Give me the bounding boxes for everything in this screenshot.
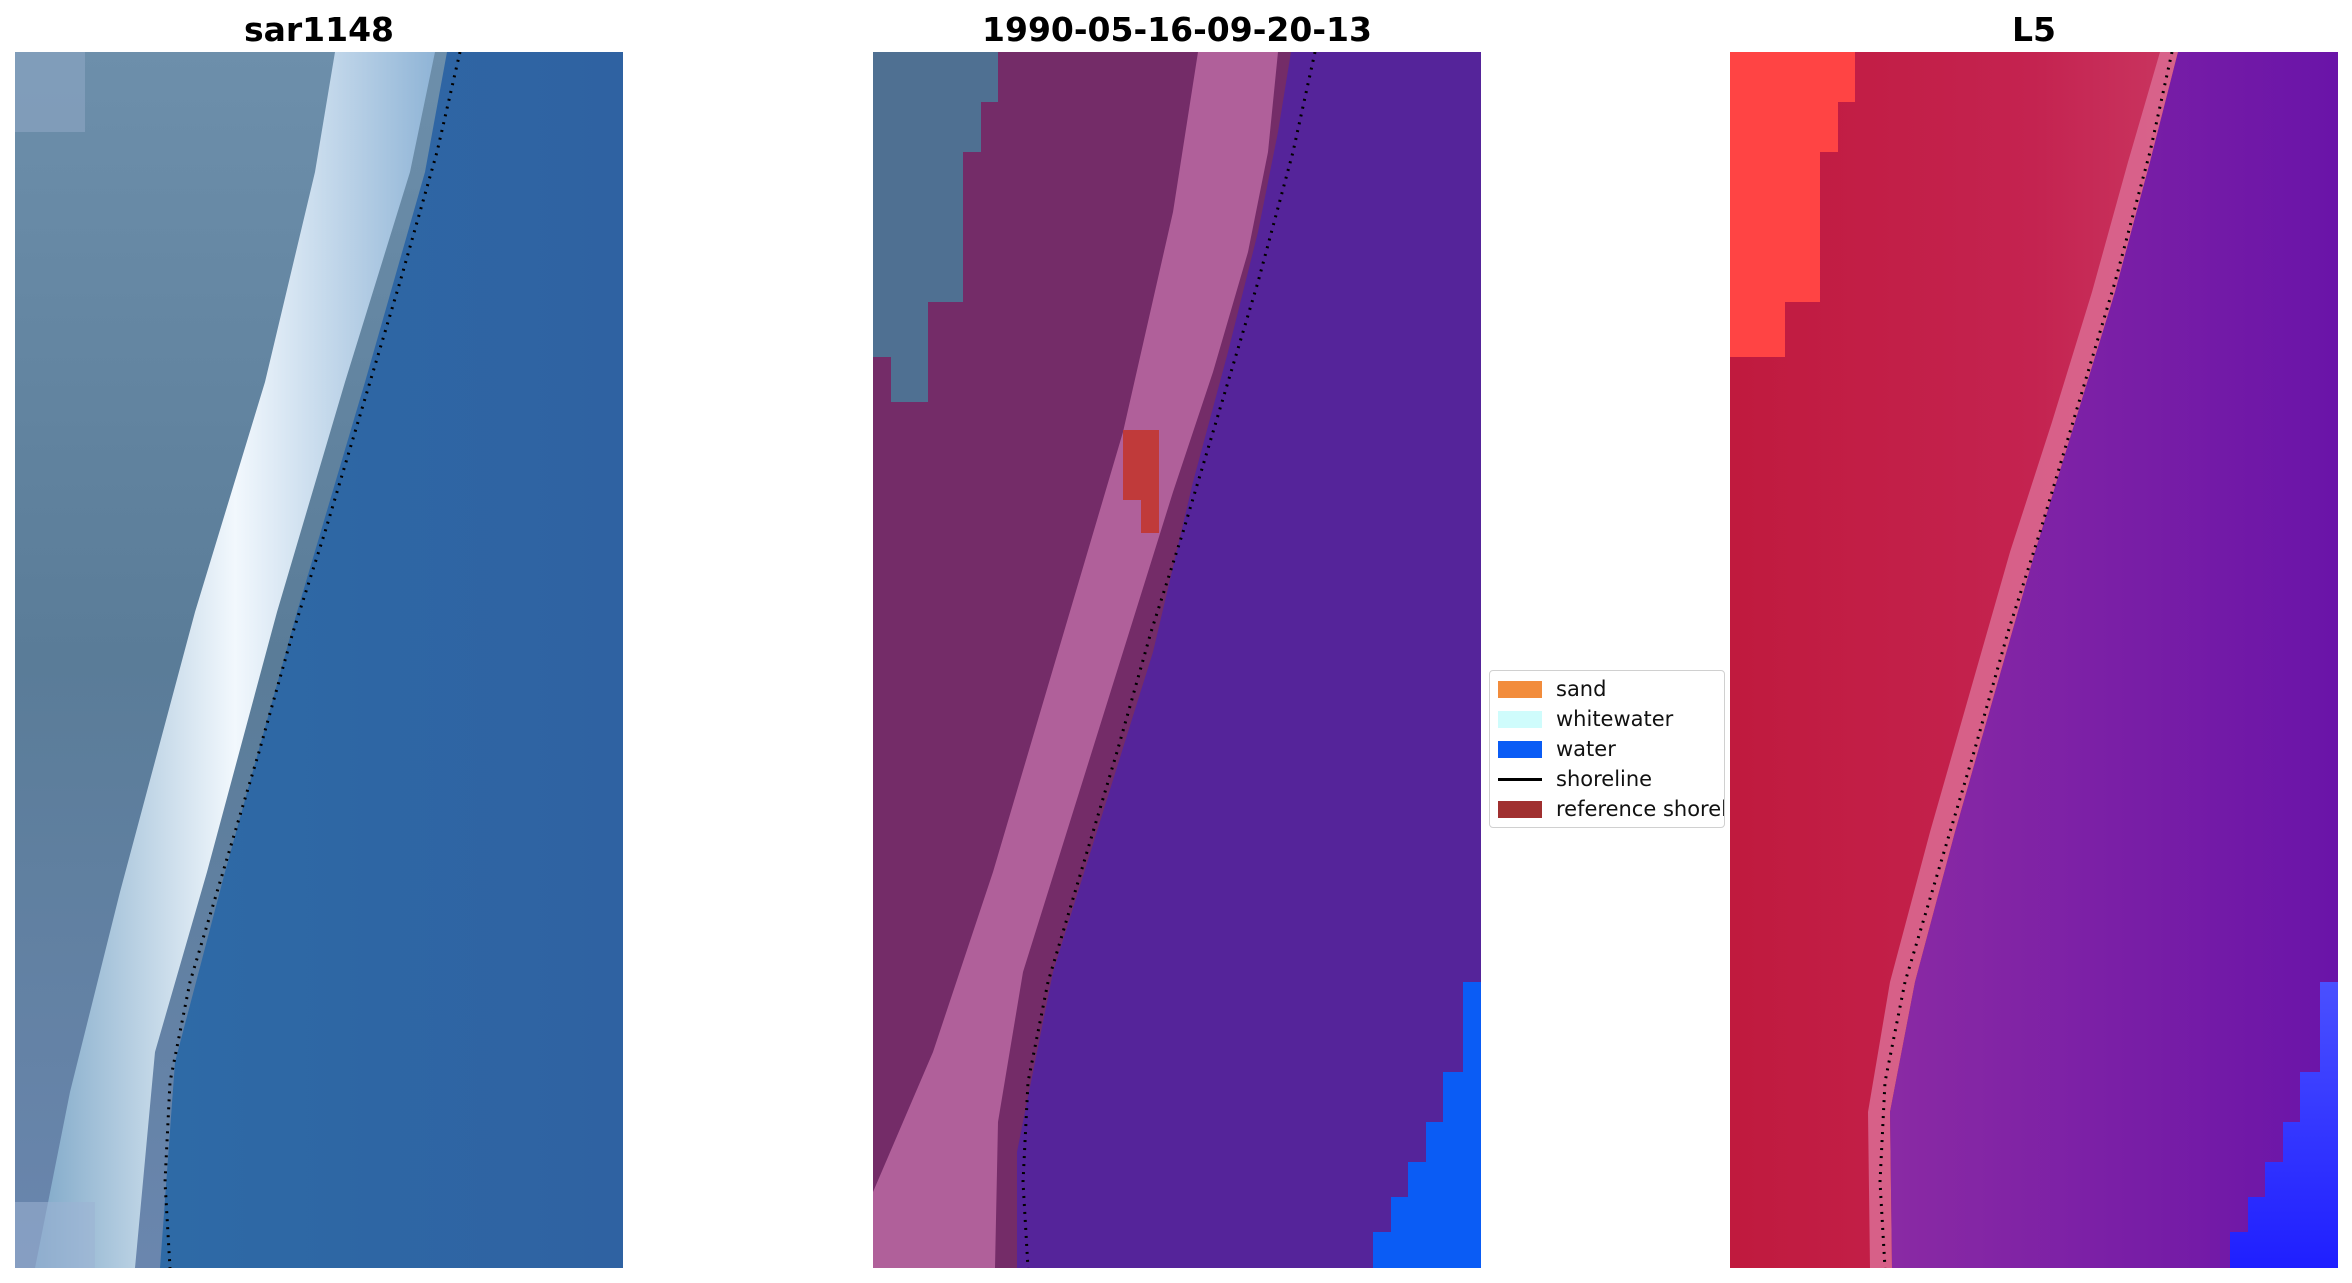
index-ocean-area — [1890, 52, 2338, 1268]
panel-title-classification: 1990-05-16-09-20-13 — [982, 10, 1372, 49]
legend-swatch-reference-shoreline — [1498, 800, 1542, 818]
legend-item-shoreline: shoreline — [1498, 765, 1652, 793]
legend-item-reference-shoreline: reference shoreline — [1498, 795, 1724, 823]
legend: sand whitewater water shoreline referenc… — [1489, 670, 1725, 828]
class-beach-band — [873, 52, 1278, 1268]
legend-label-water: water — [1556, 737, 1616, 761]
panel-title-rgb: sar1148 — [243, 10, 395, 49]
legend-swatch-water — [1498, 740, 1542, 758]
index-panel — [1730, 52, 2338, 1268]
legend-item-whitewater: whitewater — [1498, 705, 1673, 733]
panel-title-index: L5 — [2012, 10, 2056, 49]
legend-item-water: water — [1498, 735, 1616, 763]
rgb-water-area — [160, 52, 623, 1268]
legend-label-shoreline: shoreline — [1556, 767, 1653, 791]
class-ocean-area — [1017, 52, 1481, 1268]
index-shoreline — [1878, 52, 2174, 1268]
index-high-patch — [1730, 52, 1855, 357]
legend-label-sand: sand — [1556, 677, 1607, 701]
legend-line-shoreline — [1498, 777, 1542, 781]
legend-label-whitewater: whitewater — [1556, 707, 1674, 731]
classification-panel — [873, 52, 1481, 1268]
class-upper-left-patch — [873, 52, 998, 402]
legend-swatch-sand — [1498, 680, 1542, 698]
legend-swatch-whitewater — [1498, 710, 1542, 728]
class-shoreline — [1021, 52, 1317, 1268]
class-sand-patch — [1123, 430, 1159, 500]
rgb-image-panel — [15, 52, 623, 1268]
index-water-area — [2230, 982, 2338, 1268]
rgb-whitewater-band — [35, 52, 435, 1268]
legend-item-sand: sand — [1498, 675, 1606, 703]
class-water-area — [1373, 982, 1481, 1268]
legend-label-reference-shoreline: reference shoreline — [1556, 797, 1724, 821]
